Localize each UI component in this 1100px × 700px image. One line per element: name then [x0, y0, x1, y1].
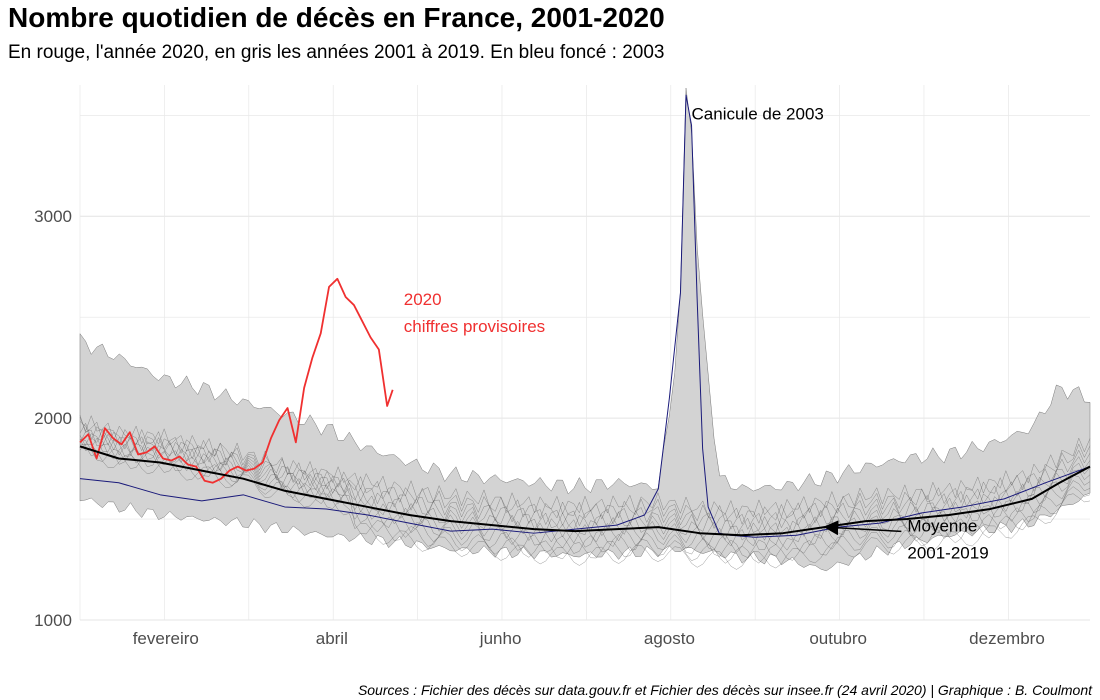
x-tick-label: dezembro — [969, 629, 1045, 648]
series-line-2020 — [79, 277, 394, 484]
series-line-2003 — [79, 94, 1091, 538]
annotation-2020-label: chiffres provisoires — [404, 317, 545, 336]
x-tick-label: junho — [479, 629, 522, 648]
annotation-heatwave: Canicule de 2003 — [692, 104, 824, 123]
other-year-line — [79, 414, 1091, 519]
series-line-mean — [79, 445, 1091, 537]
y-tick-label: 1000 — [34, 611, 72, 630]
annotation-mean-label: 2001-2019 — [907, 543, 988, 562]
annotation-2020-label: 2020 — [404, 290, 442, 309]
annotation-arrow — [823, 520, 902, 536]
other-year-line — [79, 421, 1091, 530]
chart-title: Nombre quotidien de décès en France, 200… — [8, 2, 665, 33]
annotations: Canicule de 2003 2020 chiffres provisoires… — [404, 104, 989, 562]
other-year-line — [79, 438, 1091, 564]
axis-labels: 1000 2000 3000 fevereiro abril junho agosto out… — [34, 207, 1045, 648]
x-tick-label: outubro — [809, 629, 867, 648]
chart-caption: Sources : Fichier des décès sur data.gou… — [357, 682, 1092, 698]
other-year-line — [79, 437, 1091, 553]
x-tick-label: agosto — [644, 629, 695, 648]
x-tick-label: abril — [316, 629, 348, 648]
range-band-layer — [79, 87, 1091, 572]
series-layer — [79, 94, 1091, 538]
annotation-mean-label: Moyenne — [907, 516, 977, 535]
other-year-line — [79, 435, 1091, 558]
x-tick-label: fevereiro — [133, 629, 199, 648]
y-tick-label: 3000 — [34, 207, 72, 226]
chart-subtitle: En rouge, l'année 2020, en gris les anné… — [8, 42, 665, 63]
other-year-line — [79, 429, 1091, 541]
other-year-line — [79, 444, 1091, 570]
y-tick-label: 2000 — [34, 409, 72, 428]
range-band-area — [79, 87, 1091, 572]
